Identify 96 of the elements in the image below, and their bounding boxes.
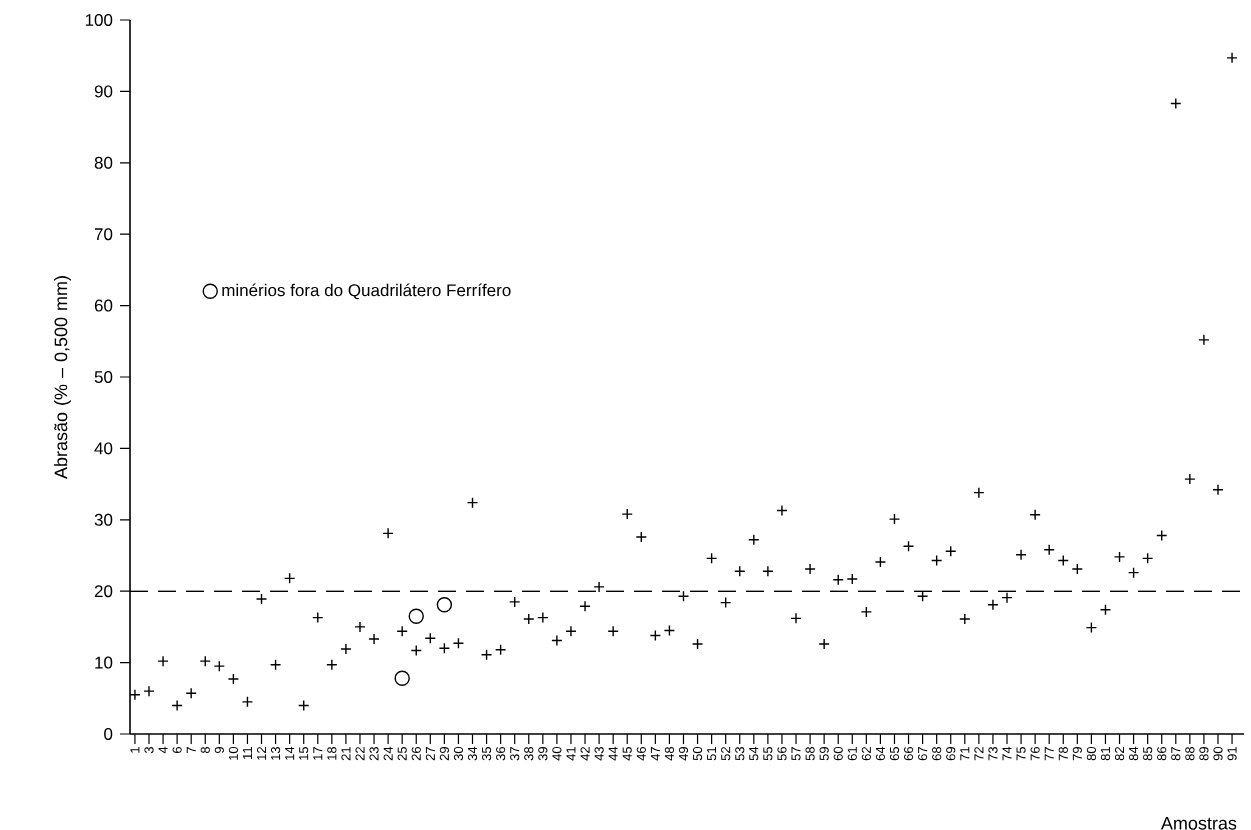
x-tick-label: 47: [650, 747, 660, 761]
x-tick-label: 51: [707, 747, 717, 761]
x-tick-label: 35: [481, 746, 492, 761]
x-tick-label: 39: [538, 747, 548, 761]
x-tick-label: 91: [1227, 747, 1237, 761]
x-tick-label: 24: [383, 746, 393, 761]
x-tick-label: 41: [566, 747, 576, 761]
x-tick-label: 34: [467, 746, 478, 761]
x-tick-label: 25: [397, 746, 407, 761]
x-tick-label: 11: [242, 747, 252, 759]
x-tick-label: 67: [918, 747, 928, 761]
x-tick-label: 81: [1100, 747, 1111, 761]
x-tick-label: 64: [875, 746, 886, 761]
x-tick-label: 65: [889, 746, 900, 761]
y-tick-label: 0: [104, 727, 113, 741]
x-tick-label: 54: [749, 746, 759, 761]
x-tick-label: 53: [735, 746, 745, 761]
x-tick-label: 37: [510, 747, 520, 761]
x-tick-label: 85: [1143, 746, 1153, 761]
x-tick-label: 48: [664, 746, 675, 761]
point: [408, 608, 424, 624]
x-tick-label: 79: [1072, 747, 1082, 761]
x-tick-label: 13: [270, 746, 281, 760]
x-tick-label: 40: [552, 746, 562, 761]
x-tick-label: 52: [721, 747, 731, 761]
point: [394, 670, 410, 687]
x-tick-label: 80: [1086, 746, 1096, 761]
x-tick-label: 57: [791, 747, 801, 761]
x-tick-label: 44: [608, 746, 618, 761]
y-tick-label: 30: [94, 513, 113, 526]
x-tick-label: 86: [1157, 746, 1167, 761]
x-tick-label: 88: [1185, 746, 1195, 761]
x-tick-label: 66: [903, 746, 914, 761]
y-tick-label: 100: [85, 13, 113, 26]
x-tick-label: 90: [1213, 746, 1223, 761]
x-tick-label: 50: [692, 746, 703, 761]
point: [436, 597, 453, 613]
x-tick-label: 38: [524, 746, 534, 761]
x-tick-label: 4: [158, 746, 168, 754]
x-tick-label: 60: [833, 746, 843, 761]
x-tick-label: 14: [285, 746, 295, 760]
x-tick-label: 69: [946, 747, 956, 761]
x-tick-label: 42: [580, 747, 590, 761]
x-tick-label: 27: [425, 747, 435, 761]
x-tick-label: 68: [932, 746, 942, 761]
x-tick-label: 22: [355, 747, 365, 761]
y-tick-label: 90: [94, 85, 113, 98]
x-tick-label: 29: [439, 747, 449, 761]
x-tick-label: 17: [313, 747, 323, 760]
x-tick-label: 26: [411, 746, 421, 761]
x-tick-label: 46: [636, 746, 646, 761]
x-tick-label: 15: [299, 746, 309, 760]
y-tick-label: 60: [94, 299, 113, 312]
x-tick-label: 21: [341, 747, 351, 761]
y-tick-label: 10: [95, 656, 113, 669]
y-tick-label: 70: [94, 228, 113, 241]
x-tick-label: 72: [974, 747, 984, 761]
y-tick-label: 40: [94, 442, 113, 455]
x-axis-title: Amostras: [1160, 817, 1237, 830]
x-tick-label: 45: [622, 746, 632, 761]
y-tick-label: 80: [94, 156, 113, 169]
x-tick-label: 12: [256, 747, 267, 760]
x-tick-label: 49: [678, 747, 689, 761]
x-tick-label: 9: [214, 747, 224, 754]
x-tick-label: 18: [327, 746, 337, 760]
x-tick-label: 89: [1199, 747, 1209, 761]
x-tick-label: 78: [1058, 746, 1068, 761]
x-tick-label: 23: [369, 746, 379, 761]
x-tick-label: 74: [1002, 746, 1012, 761]
x-tick-label: 77: [1044, 747, 1054, 761]
x-tick-label: 10: [228, 746, 238, 760]
x-tick-label: 1: [130, 747, 140, 753]
x-tick-label: 75: [1016, 746, 1026, 761]
x-tick-label: 3: [144, 746, 154, 754]
x-tick-label: 62: [861, 747, 871, 761]
x-tick-label: 82: [1114, 747, 1125, 761]
x-tick-label: 55: [763, 746, 773, 761]
x-tick-label: 87: [1171, 747, 1181, 761]
x-tick-label: 76: [1030, 746, 1040, 761]
x-tick-label: 43: [594, 746, 604, 761]
x-tick-label: 71: [960, 747, 970, 761]
y-tick-label: 50: [94, 370, 113, 383]
x-tick-label: 30: [453, 746, 464, 761]
x-tick-label: 7: [186, 747, 196, 753]
x-tick-label: 58: [805, 746, 815, 761]
x-tick-label: 8: [200, 746, 210, 754]
legend-label: minérios fora do Quadrilátero Ferrífero: [222, 283, 511, 300]
x-tick-label: 56: [777, 746, 787, 761]
y-tick-label: 20: [94, 585, 113, 598]
x-tick-label: 84: [1129, 746, 1139, 761]
x-tick-label: 73: [988, 746, 998, 761]
x-tick-label: 61: [847, 747, 857, 761]
x-tick-label: 6: [172, 746, 182, 753]
x-tick-label: 36: [496, 746, 506, 761]
y-axis-title: Abrasão (% – 0,500 mm): [54, 276, 71, 480]
x-tick-label: 59: [819, 747, 829, 761]
